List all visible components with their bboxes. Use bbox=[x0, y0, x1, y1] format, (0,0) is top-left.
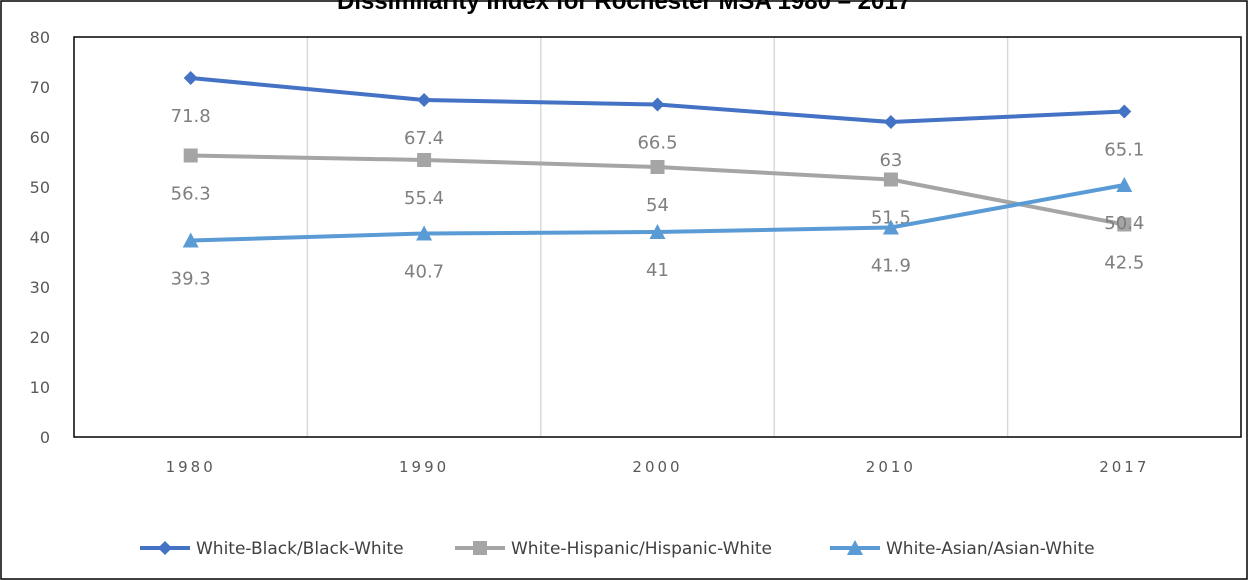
y-tick-label: 0 bbox=[40, 428, 50, 447]
y-tick-label: 10 bbox=[30, 378, 50, 397]
data-point bbox=[417, 93, 432, 107]
plot-area bbox=[73, 36, 1242, 438]
y-tick-label: 50 bbox=[30, 178, 50, 197]
data-label: 54 bbox=[646, 195, 669, 216]
y-tick-label: 30 bbox=[30, 278, 50, 297]
data-label: 66.5 bbox=[637, 133, 677, 154]
data-label: 50.4 bbox=[1104, 213, 1144, 234]
data-point bbox=[183, 71, 198, 85]
data-point bbox=[1117, 104, 1132, 119]
data-point bbox=[883, 172, 898, 187]
data-point bbox=[416, 225, 433, 241]
data-point bbox=[649, 224, 666, 239]
x-tick-label: 1990 bbox=[399, 458, 449, 476]
legend-label: White-Asian/Asian-White bbox=[886, 539, 1095, 559]
legend-marker bbox=[847, 540, 863, 555]
x-tick-label: 1980 bbox=[166, 458, 216, 476]
legend-marker bbox=[158, 541, 172, 555]
data-point bbox=[183, 148, 198, 163]
data-point bbox=[182, 232, 199, 248]
data-label: 41 bbox=[646, 260, 669, 281]
data-point bbox=[417, 153, 432, 167]
data-label: 39.3 bbox=[171, 269, 211, 290]
data-label: 42.5 bbox=[1104, 253, 1144, 274]
data-label: 71.8 bbox=[171, 106, 211, 127]
legend-label: White-Hispanic/Hispanic-White bbox=[511, 539, 772, 559]
data-point bbox=[882, 219, 899, 235]
y-tick-label: 70 bbox=[30, 78, 50, 97]
y-tick-label: 60 bbox=[30, 128, 50, 147]
data-point bbox=[650, 97, 665, 112]
data-point bbox=[1117, 217, 1132, 232]
y-tick-label: 80 bbox=[30, 28, 50, 47]
data-point bbox=[650, 160, 665, 174]
legend-marker bbox=[473, 541, 487, 555]
data-label: 67.4 bbox=[404, 128, 444, 149]
data-point bbox=[883, 115, 898, 129]
data-label: 40.7 bbox=[404, 262, 444, 283]
chart-title: Dissimilarity Index for Rochester MSA 19… bbox=[336, 0, 912, 15]
data-label: 63 bbox=[879, 150, 902, 171]
data-label: 41.9 bbox=[871, 256, 911, 277]
y-tick-label: 20 bbox=[30, 328, 50, 347]
x-tick-label: 2017 bbox=[1099, 458, 1149, 476]
data-label: 56.3 bbox=[171, 184, 211, 205]
x-tick-label: 2010 bbox=[866, 458, 916, 476]
legend-label: White-Black/Black-White bbox=[196, 539, 404, 559]
data-label: 55.4 bbox=[404, 188, 444, 209]
y-tick-label: 40 bbox=[30, 228, 50, 247]
data-point bbox=[1116, 177, 1133, 192]
data-label: 65.1 bbox=[1104, 140, 1144, 161]
data-label: 51.5 bbox=[871, 208, 911, 229]
x-tick-label: 2000 bbox=[632, 458, 682, 476]
